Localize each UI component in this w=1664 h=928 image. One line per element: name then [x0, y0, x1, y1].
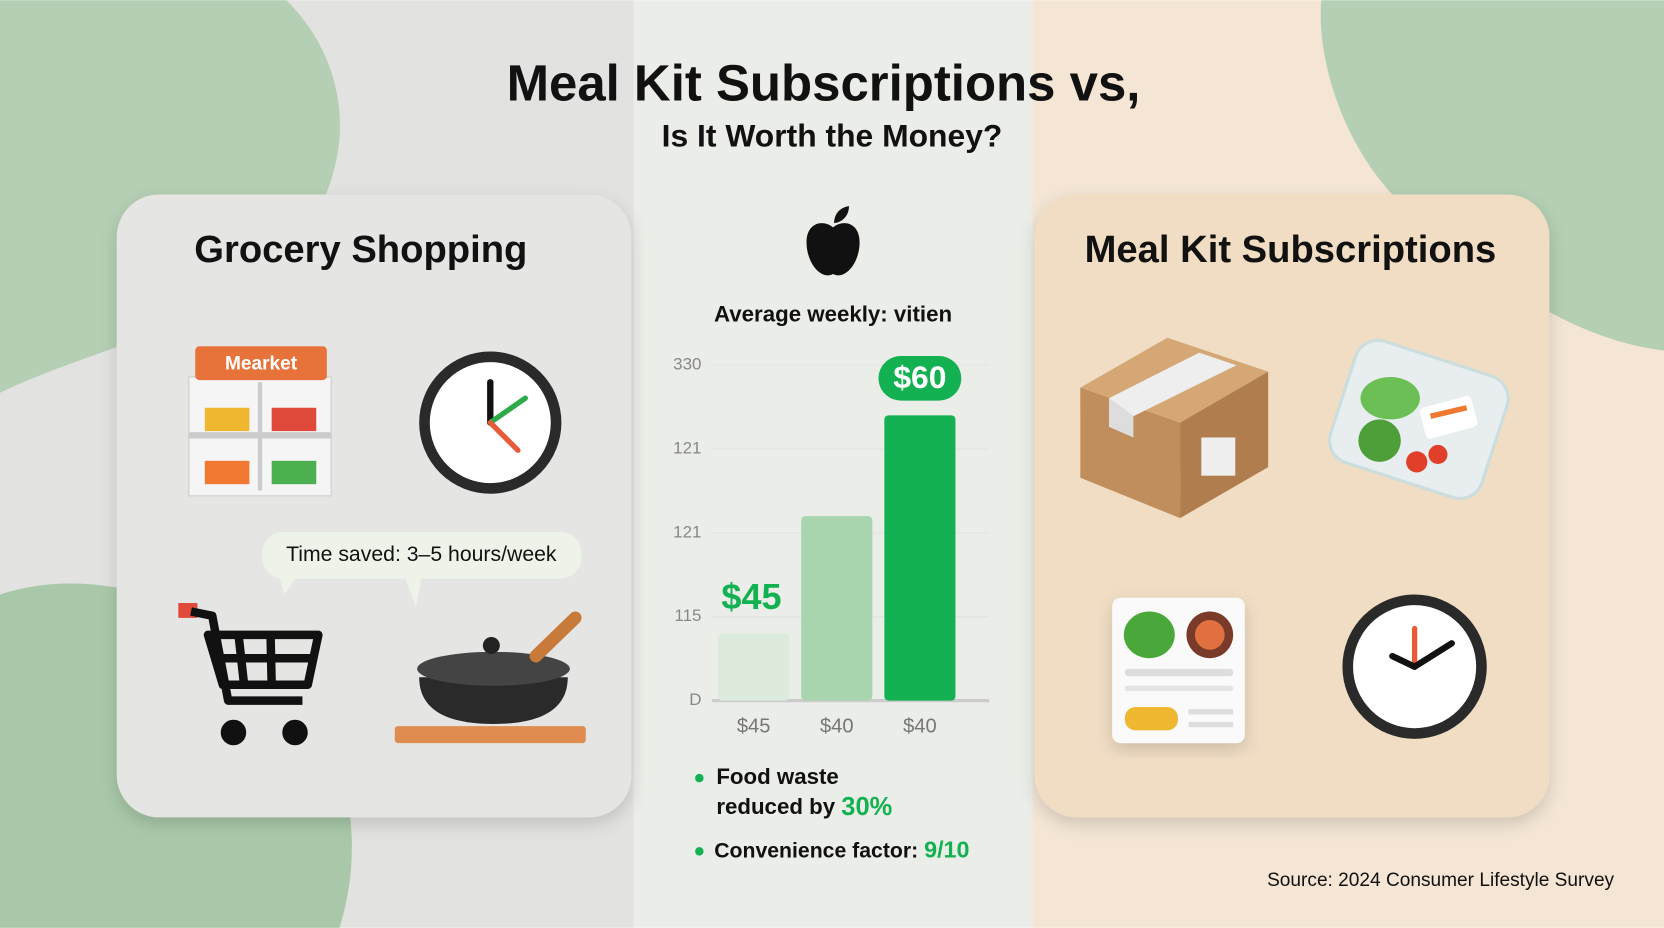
- blob: [1320, 0, 1664, 351]
- bullet-text: Convenience factor: 9/10: [714, 837, 969, 863]
- title: Meal Kit Subscriptions vs,: [507, 55, 1141, 112]
- bullet-text: reduced by 30%: [716, 793, 892, 821]
- speech-bubble: Time saved: 3–5 hours/week: [262, 531, 582, 608]
- x-tick-label: $45: [737, 716, 771, 738]
- left-title: Grocery Shopping: [194, 228, 527, 271]
- recipe-icon: [1112, 597, 1245, 744]
- apple-logo: [806, 206, 860, 276]
- bullet-text: Food waste: [716, 764, 838, 789]
- y-tick-label: D: [689, 690, 701, 709]
- annotation: $45: [721, 576, 781, 617]
- y-tick-label: 121: [673, 438, 701, 457]
- clock-icon: [1342, 594, 1487, 739]
- cart-icon: [178, 603, 323, 746]
- bar: [801, 516, 873, 701]
- y-tick-label: 330: [673, 355, 701, 374]
- bg-center: [633, 0, 1033, 928]
- bullet-text: reduced by: [716, 794, 841, 819]
- bar: [718, 633, 790, 701]
- bullet-dot: [695, 847, 704, 856]
- bullet-dot: [695, 773, 704, 783]
- bullet-text: Convenience factor:: [714, 839, 924, 862]
- salad-icon: [1327, 338, 1510, 501]
- x-tick-label: $40: [820, 716, 854, 738]
- source: Source: 2024 Consumer Lifestyle Survey: [1267, 870, 1614, 891]
- market-sign: Mearket: [225, 353, 298, 374]
- chart-title: Average weekly: vitien: [714, 301, 952, 326]
- annotation: $60: [893, 359, 946, 395]
- market-icon: Mearket: [188, 346, 332, 497]
- bullets: Food waste reduced by 30% Convenience fa…: [695, 764, 970, 863]
- y-tick-label: 121: [673, 522, 701, 541]
- bullet-highlight: 9/10: [924, 837, 969, 863]
- bubble-text: Time saved: 3–5 hours/week: [286, 543, 557, 566]
- bullet-highlight: 30%: [841, 793, 892, 821]
- right-title: Meal Kit Subscriptions: [1085, 228, 1497, 271]
- badge: [878, 356, 962, 401]
- subtitle: Is It Worth the Money?: [662, 118, 1003, 154]
- pot-icon: [394, 611, 586, 744]
- left-card: [116, 194, 632, 818]
- bar: [884, 415, 956, 701]
- clock-icon: [419, 351, 562, 494]
- y-tick-label: 115: [674, 606, 701, 625]
- box-icon: [1080, 337, 1269, 519]
- bar-chart: D 115 121 121 330 $45 $40 $40 $45 $60: [673, 355, 990, 738]
- right-card: [1034, 194, 1550, 818]
- x-tick-label: $40: [903, 716, 937, 738]
